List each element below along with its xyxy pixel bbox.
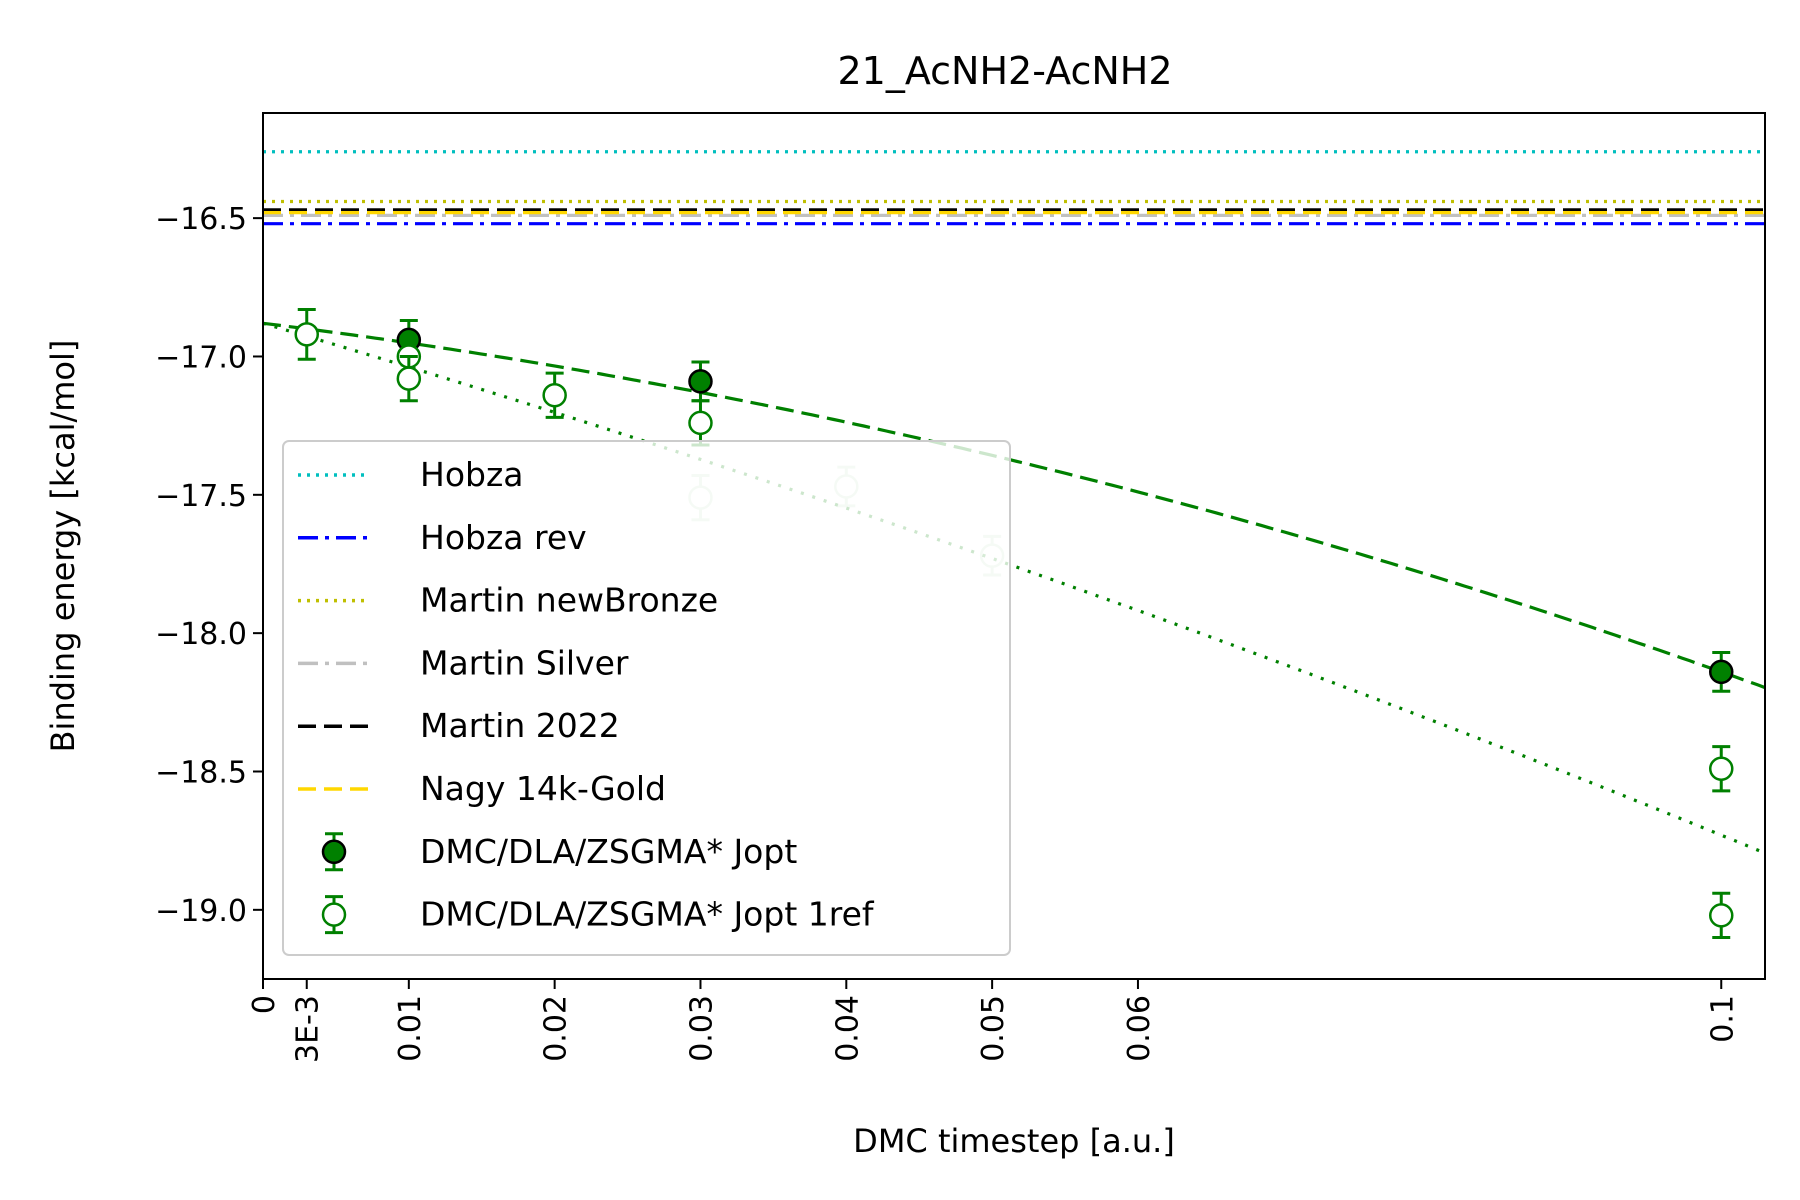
y-tick-label: −17.5: [155, 479, 247, 514]
fit-curves: [263, 321, 1765, 855]
legend-entry: Nagy 14k-Gold: [298, 769, 666, 808]
legend-label: Hobza: [420, 455, 524, 494]
chart-title: 21_AcNH2-AcNH2: [837, 49, 1172, 93]
data-point: [1709, 891, 1734, 939]
marker-open: [396, 366, 422, 391]
marker-open: [688, 410, 713, 436]
y-tick-label: −18.5: [155, 755, 247, 790]
marker-open: [294, 322, 319, 347]
data-point: [1709, 651, 1734, 693]
data-point: [1709, 745, 1734, 793]
data-point: [396, 354, 422, 403]
y-tick-label: −19.0: [155, 894, 247, 929]
legend-label: Martin Silver: [420, 643, 629, 682]
legend-label: Martin 2022: [420, 706, 620, 745]
marker-open: [1709, 756, 1734, 781]
x-tick-label: 0: [247, 995, 282, 1014]
x-axis-title: DMC timestep [a.u.]: [853, 1122, 1175, 1160]
marker-filled: [688, 369, 713, 394]
legend-label: DMC/DLA/ZSGMA* Jopt: [420, 832, 797, 871]
legend-entry: Martin newBronze: [298, 581, 718, 620]
data-points: [294, 307, 1734, 939]
data-point: [688, 360, 713, 403]
legend-entry: Hobza: [298, 455, 524, 494]
x-tick-label: 0.1: [1705, 995, 1740, 1043]
x-tick-label: 0.06: [1122, 995, 1157, 1062]
legend-entry: Hobza rev: [298, 518, 587, 557]
x-axis-ticks: 0 3E-3 0.01 0.02 0.03 0.04 0.05 0.06 0.1: [247, 979, 1740, 1063]
legend-entry: Martin Silver: [298, 643, 629, 682]
legend-label: Hobza rev: [420, 518, 587, 557]
legend-marker: [321, 839, 347, 865]
x-tick-label: 0.01: [393, 995, 428, 1062]
marker-filled: [1709, 659, 1734, 685]
y-tick-label: −16.5: [155, 202, 247, 237]
x-tick-label: 0.05: [976, 995, 1011, 1062]
data-point: [688, 399, 713, 447]
legend-marker: [321, 902, 347, 927]
data-point: [294, 307, 319, 361]
marker-open: [1709, 903, 1734, 928]
legend-entry: Martin 2022: [298, 706, 620, 745]
legend-entry: DMC/DLA/ZSGMA* Jopt: [321, 832, 797, 872]
x-tick-label: 0.03: [684, 995, 719, 1062]
legend-label: DMC/DLA/ZSGMA* Jopt 1ref: [420, 895, 875, 934]
plot-frame: [262, 112, 1766, 980]
legend-label: Nagy 14k-Gold: [420, 769, 666, 808]
legend: Hobza Hobza rev Martin newBronze Martin Sil…: [282, 440, 1011, 956]
marker-open: [542, 382, 567, 408]
x-tick-label: 3E-3: [291, 995, 326, 1063]
x-tick-label: 0.04: [830, 995, 865, 1062]
data-point: [542, 371, 567, 419]
y-axis-ticks: −16.5 −17.0 −17.5 −18.0 −18.5 −19.0: [155, 202, 263, 929]
plot-area: [262, 112, 1766, 980]
legend-box: [282, 440, 1011, 956]
y-axis-title: Binding energy [kcal/mol]: [44, 340, 82, 753]
legend-label: Martin newBronze: [420, 581, 718, 620]
y-tick-label: −18.0: [155, 617, 247, 652]
fit-curve: [263, 321, 1765, 690]
reference-lines: [263, 150, 1765, 226]
legend-entry: DMC/DLA/ZSGMA* Jopt 1ref: [321, 895, 875, 935]
y-tick-label: −17.0: [155, 340, 247, 375]
x-tick-label: 0.02: [539, 995, 574, 1062]
